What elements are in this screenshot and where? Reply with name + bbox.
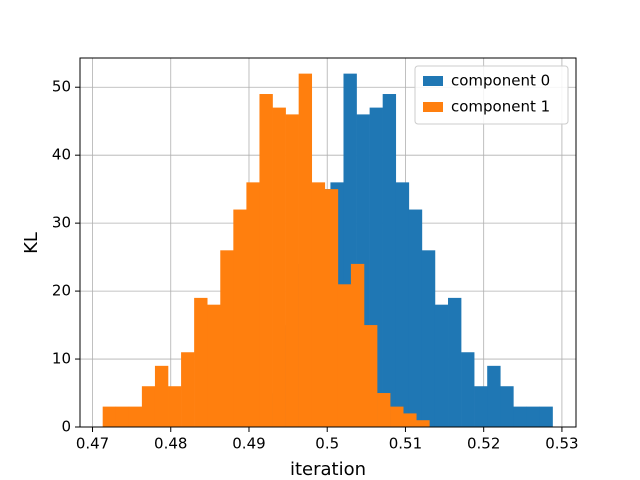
histogram-bar — [128, 406, 143, 427]
histogram-bar — [207, 304, 221, 427]
histogram-bar — [154, 365, 169, 427]
x-tick-label: 0.47 — [76, 435, 109, 453]
histogram-bar — [377, 393, 391, 427]
x-tick-label: 0.48 — [154, 435, 187, 453]
histogram-bar — [233, 209, 247, 427]
histogram-bar — [403, 413, 417, 427]
histogram-bar — [181, 352, 195, 427]
histogram-bar — [272, 107, 286, 428]
histogram-bar — [448, 297, 462, 427]
histogram-bar — [337, 284, 352, 427]
y-tick-label: 20 — [52, 282, 71, 300]
histogram-bar — [416, 420, 430, 427]
x-tick-label: 0.51 — [389, 435, 422, 453]
histogram-bar — [395, 182, 410, 427]
y-tick-label: 40 — [52, 146, 71, 164]
histogram-bar — [500, 386, 514, 427]
legend-swatch — [423, 102, 443, 112]
x-tick-label: 0.49 — [232, 435, 265, 453]
histogram-bar — [141, 386, 156, 427]
histogram-bar — [408, 209, 423, 427]
legend-label: component 0 — [451, 72, 550, 90]
x-axis-label: iteration — [290, 459, 366, 480]
histogram-bar — [285, 114, 299, 427]
histogram-bar — [350, 263, 365, 427]
legend-box — [414, 65, 569, 125]
histogram-bar — [434, 304, 449, 427]
y-tick-label: 30 — [52, 214, 71, 232]
histogram-bar — [115, 406, 130, 427]
histogram-bar — [421, 250, 436, 427]
histogram-bar — [324, 189, 339, 427]
histogram-bar — [390, 406, 404, 427]
histogram-bar — [526, 406, 540, 427]
histogram-bar — [539, 406, 553, 427]
histogram-bar — [246, 182, 260, 427]
legend-swatch — [423, 76, 443, 86]
y-tick-label: 0 — [61, 418, 71, 436]
histogram-bar — [363, 325, 378, 427]
histogram-bar — [487, 365, 501, 427]
histogram-bar — [311, 182, 326, 427]
legend-label: component 1 — [451, 98, 550, 116]
y-axis-label: KL — [21, 232, 42, 254]
histogram-bar — [513, 406, 527, 427]
histogram-bar — [382, 94, 397, 427]
histogram-bar — [220, 250, 234, 427]
histogram-bar — [102, 406, 117, 427]
histogram-bar — [461, 352, 475, 427]
y-tick-label: 10 — [52, 350, 71, 368]
plot-frame — [79, 57, 577, 428]
histogram-bar — [194, 297, 208, 427]
x-tick-label: 0.52 — [467, 435, 500, 453]
histogram-bar — [259, 94, 273, 427]
histogram-bar — [298, 73, 313, 428]
histogram-bar — [168, 386, 182, 427]
x-tick-label: 0.53 — [545, 435, 578, 453]
y-tick-label: 50 — [52, 78, 71, 96]
x-tick-label: 0.5 — [315, 435, 339, 453]
histogram-bar — [474, 386, 488, 427]
